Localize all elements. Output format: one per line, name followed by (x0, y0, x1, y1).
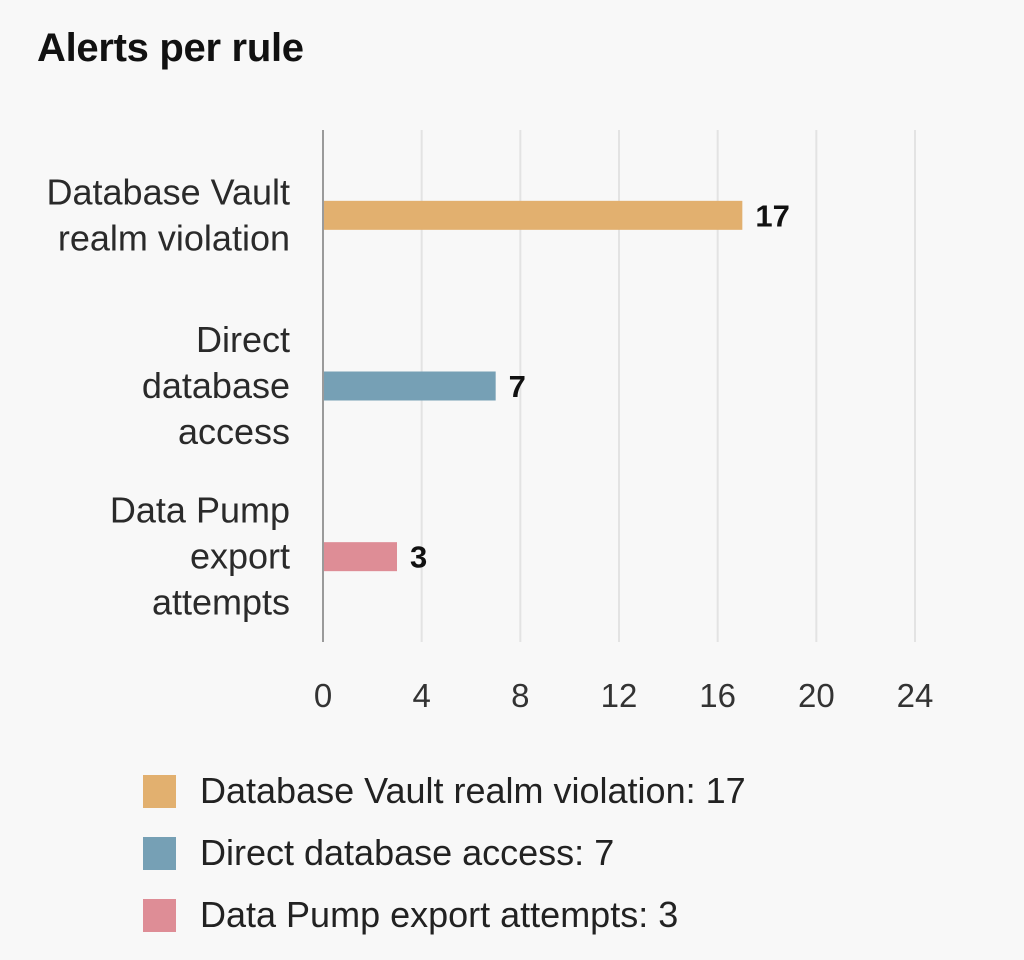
bars (324, 200, 743, 572)
x-tick-label: 8 (511, 677, 529, 714)
legend-swatch (143, 774, 176, 808)
x-tick-label: 20 (798, 677, 835, 714)
category-label-line: database (142, 365, 290, 406)
category-label: Data Pump export attempts (110, 490, 290, 623)
x-tick-label: 4 (412, 677, 430, 714)
x-tick-label: 12 (601, 677, 638, 714)
legend-item[interactable]: Database Vault realm violation: 17 (143, 760, 746, 822)
category-label: Direct database access (142, 319, 290, 452)
data-label: 3 (410, 540, 427, 575)
legend-swatch (143, 898, 176, 932)
bar (324, 371, 496, 401)
category-label: Database Vault realm violation (47, 171, 291, 258)
chart-title: Alerts per rule (37, 26, 304, 70)
category-label-line: realm violation (58, 217, 290, 258)
data-label: 17 (755, 198, 789, 233)
category-label-line: Database Vault (47, 171, 291, 212)
category-label-line: Data Pump (110, 490, 290, 531)
legend-item[interactable]: Direct database access: 7 (143, 822, 746, 884)
legend-item[interactable]: Data Pump export attempts: 3 (143, 884, 746, 946)
legend-label: Data Pump export attempts: 3 (200, 894, 679, 935)
x-tick-label: 24 (897, 677, 934, 714)
x-tick-label: 0 (314, 677, 332, 714)
bar (324, 200, 743, 230)
legend-swatch (143, 836, 176, 870)
bar-chart: 0 4 8 12 16 20 24 17 Database Vault realm violati… (47, 130, 934, 714)
legend: Database Vault realm violation: 17 Direc… (143, 760, 746, 946)
category-label-line: attempts (152, 582, 290, 623)
labels: 0 4 8 12 16 20 24 17 Database Vault realm violati… (47, 171, 934, 714)
category-label-line: access (178, 411, 290, 452)
bar (324, 542, 397, 572)
legend-label: Direct database access: 7 (200, 832, 615, 873)
legend-label: Database Vault realm violation: 17 (200, 770, 746, 811)
category-label-line: export (190, 536, 290, 577)
category-label-line: Direct (196, 319, 290, 360)
x-tick-label: 16 (699, 677, 736, 714)
data-label: 7 (509, 369, 526, 404)
